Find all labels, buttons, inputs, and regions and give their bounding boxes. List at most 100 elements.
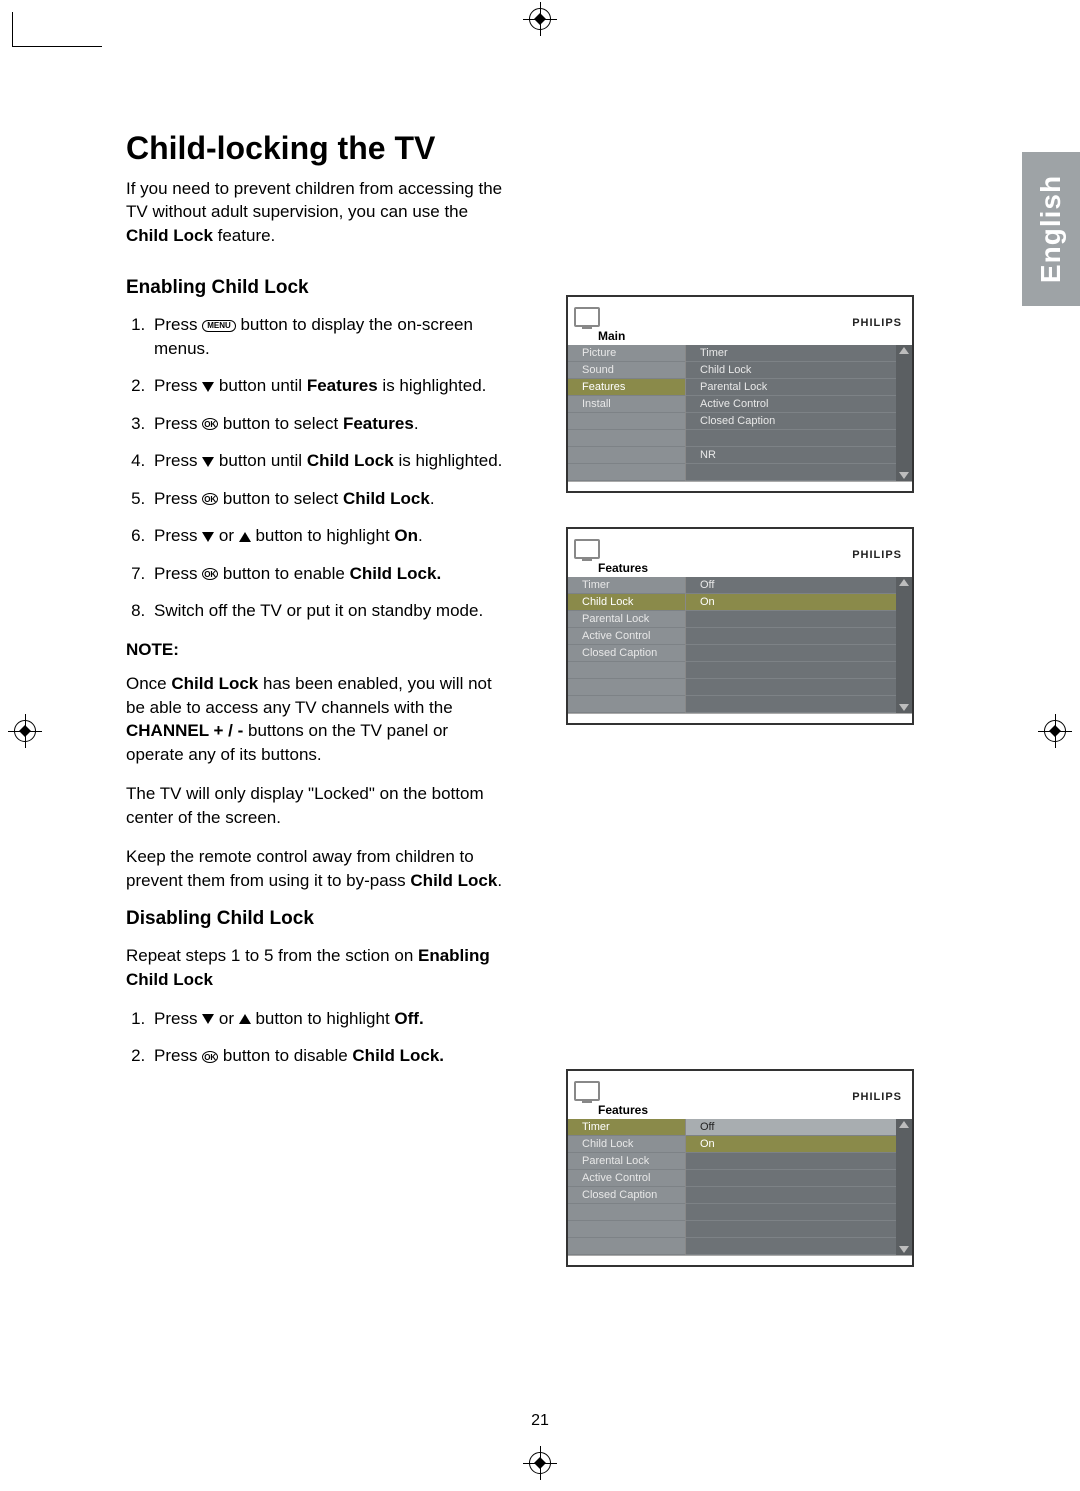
osd-menu-value: .	[686, 1187, 912, 1204]
scroll-up-icon	[899, 1121, 909, 1128]
down-arrow-icon	[202, 532, 214, 542]
osd-title: Features	[598, 561, 912, 575]
osd-menu-item: Picture	[568, 345, 685, 362]
tv-icon	[574, 307, 600, 327]
osd-menu-value: NR	[686, 447, 912, 464]
osd-menu-item: Closed Caption	[568, 645, 685, 662]
osd-menu-item: .	[568, 1238, 685, 1255]
scroll-up-icon	[899, 347, 909, 354]
osd-menu-item: .	[568, 1204, 685, 1221]
page-title: Child-locking the TV	[126, 130, 954, 167]
language-tab: English	[1022, 152, 1080, 306]
osd-body: PictureSoundFeaturesInstall.... TimerChi…	[568, 345, 912, 481]
registration-mark-icon	[529, 1452, 551, 1474]
intro-bold: Child Lock	[126, 226, 213, 245]
osd-title: Main	[598, 329, 912, 343]
osd-menu-value: Timer	[686, 345, 912, 362]
osd-scrollbar	[896, 345, 912, 481]
osd-menu-item: Active Control	[568, 628, 685, 645]
registration-mark-icon	[14, 720, 36, 742]
disable-intro: Repeat steps 1 to 5 from the sction on E…	[126, 944, 506, 991]
step-item: Press MENU button to display the on-scre…	[150, 313, 506, 360]
note-paragraph: Once Child Lock has been enabled, you wi…	[126, 672, 506, 766]
up-arrow-icon	[239, 1014, 251, 1024]
osd-brand: PHILIPS	[852, 1091, 902, 1103]
osd-menu-item: Timer	[568, 1119, 685, 1136]
osd-menu-item: .	[568, 447, 685, 464]
osd-menu-item: .	[568, 679, 685, 696]
osd-body: TimerChild LockParental LockActive Contr…	[568, 1119, 912, 1255]
registration-mark-icon	[529, 8, 551, 30]
osd-menu-value: Closed Caption	[686, 413, 912, 430]
page-content: Child-locking the TV If you need to prev…	[126, 130, 954, 1330]
disable-steps: Press or button to highlight Off. Press …	[126, 1007, 506, 1068]
osd-menu-item: Closed Caption	[568, 1187, 685, 1204]
osd-menu-value: Active Control	[686, 396, 912, 413]
osd-menu-item: Features	[568, 379, 685, 396]
osd-brand: PHILIPS	[852, 549, 902, 561]
osd-menu-value: Off	[686, 1119, 912, 1136]
osd-brand: PHILIPS	[852, 317, 902, 329]
language-tab-label: English	[1035, 175, 1067, 283]
osd-menu-value: On	[686, 594, 912, 611]
osd-footer	[568, 713, 912, 723]
osd-menu-value: On	[686, 1136, 912, 1153]
osd-menu-item: .	[568, 413, 685, 430]
down-arrow-icon	[202, 382, 214, 392]
osd-header: PHILIPS	[568, 529, 912, 563]
osd-menu-item: Sound	[568, 362, 685, 379]
osd-scrollbar	[896, 577, 912, 713]
step-item: Press or button to highlight Off.	[150, 1007, 506, 1030]
tv-icon	[574, 1081, 600, 1101]
registration-mark-icon	[1044, 720, 1066, 742]
step-item: Press button until Child Lock is highlig…	[150, 449, 506, 472]
step-item: Press OK button to select Child Lock.	[150, 487, 506, 510]
osd-menu-value: .	[686, 1170, 912, 1187]
enable-steps: Press MENU button to display the on-scre…	[126, 313, 506, 622]
step-item: Switch off the TV or put it on standby m…	[150, 599, 506, 622]
ok-button-icon: OK	[202, 493, 218, 505]
osd-header: PHILIPS	[568, 297, 912, 331]
scroll-up-icon	[899, 579, 909, 586]
osd-menu-item: Parental Lock	[568, 1153, 685, 1170]
osd-menu-value: .	[686, 662, 912, 679]
osd-menu-item: .	[568, 464, 685, 481]
osd-footer	[568, 1255, 912, 1265]
osd-header: PHILIPS	[568, 1071, 912, 1105]
osd-features-menu-off: PHILIPS Features TimerChild LockParental…	[566, 1069, 914, 1267]
page-number: 21	[531, 1412, 549, 1430]
osd-menu-item: Install	[568, 396, 685, 413]
scroll-down-icon	[899, 704, 909, 711]
osd-menu-value: Child Lock	[686, 362, 912, 379]
ok-button-icon: OK	[202, 1051, 218, 1063]
osd-menu-value: .	[686, 1153, 912, 1170]
osd-menu-value: .	[686, 679, 912, 696]
note-paragraph: The TV will only display "Locked" on the…	[126, 782, 506, 829]
osd-main-menu: PHILIPS Main PictureSoundFeaturesInstall…	[566, 295, 914, 493]
osd-menu-value: .	[686, 1221, 912, 1238]
scroll-down-icon	[899, 472, 909, 479]
osd-menu-item: Child Lock	[568, 594, 685, 611]
step-item: Press OK button to select Features.	[150, 412, 506, 435]
up-arrow-icon	[239, 532, 251, 542]
osd-menu-value: .	[686, 430, 912, 447]
step-item: Press or button to highlight On.	[150, 524, 506, 547]
osd-menu-item: .	[568, 696, 685, 713]
note-paragraph: Keep the remote control away from childr…	[126, 845, 506, 892]
crop-mark-icon	[12, 46, 102, 47]
osd-menu-value: .	[686, 464, 912, 481]
osd-menu-item: Parental Lock	[568, 611, 685, 628]
tv-icon	[574, 539, 600, 559]
menu-button-icon: MENU	[202, 320, 236, 332]
osd-column: PHILIPS Main PictureSoundFeaturesInstall…	[566, 295, 926, 1295]
osd-menu-value: .	[686, 1204, 912, 1221]
step-item: Press button until Features is highlight…	[150, 374, 506, 397]
osd-menu-value: .	[686, 1238, 912, 1255]
osd-menu-value: Parental Lock	[686, 379, 912, 396]
osd-menu-item: .	[568, 662, 685, 679]
down-arrow-icon	[202, 1014, 214, 1024]
osd-menu-value: .	[686, 611, 912, 628]
osd-menu-item: Active Control	[568, 1170, 685, 1187]
osd-menu-value: Off	[686, 577, 912, 594]
osd-menu-value: .	[686, 645, 912, 662]
